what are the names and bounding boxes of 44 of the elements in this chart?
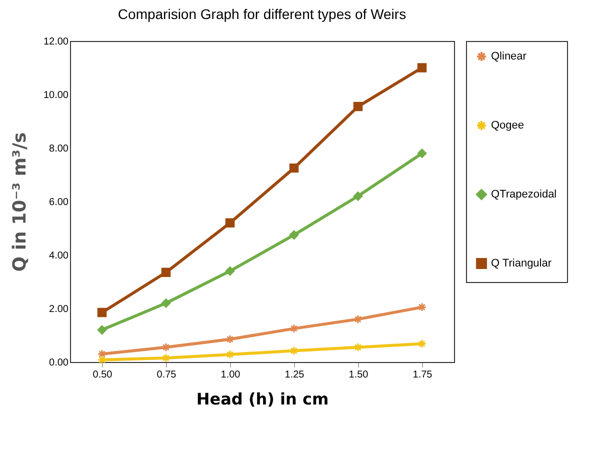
y-tick-label: 12.00	[43, 36, 69, 48]
point	[161, 268, 171, 278]
y-tick-label: 10.00	[43, 90, 69, 101]
x-tick-label: 1.75	[412, 370, 433, 380]
point	[225, 266, 235, 276]
x-tick-label: 1.25	[284, 370, 305, 380]
y-tick-label: 8.00	[49, 144, 69, 154]
point	[289, 163, 299, 173]
legend-label: Qogee	[491, 120, 524, 132]
x-tick-label: 0.50	[92, 370, 113, 380]
point	[225, 350, 235, 360]
chart-title: Comparision Graph for different types of Weirs	[118, 6, 406, 22]
point	[161, 342, 171, 352]
point	[417, 148, 427, 158]
x-axis-title: Head (h) in cm	[196, 390, 329, 408]
point	[353, 314, 363, 324]
y-tick-label: 6.00	[49, 197, 69, 208]
point	[225, 218, 235, 228]
point	[97, 349, 107, 359]
point	[97, 355, 107, 364]
point	[353, 342, 363, 352]
point	[417, 302, 427, 312]
point	[289, 346, 299, 356]
x-tick-label: 1.00	[220, 370, 241, 380]
x-tick-label: 1.50	[348, 370, 369, 380]
legend-label: QTrapezoidal	[491, 188, 557, 200]
point	[417, 339, 427, 348]
point	[97, 325, 107, 335]
point	[353, 102, 363, 112]
point	[161, 353, 171, 363]
x-tick-label: 0.75	[156, 370, 177, 380]
y-tick-label: 2.00	[49, 304, 69, 315]
point	[161, 298, 171, 308]
legend-label: Qlinear	[491, 50, 527, 62]
point	[225, 334, 235, 344]
point	[97, 308, 107, 318]
y-tick-label: 0.00	[49, 358, 69, 368]
point	[289, 324, 299, 334]
y-tick-label: 4.00	[49, 250, 69, 262]
point	[353, 192, 363, 201]
point	[417, 63, 427, 72]
legend-label: Q Triangular	[491, 258, 552, 270]
y-axis-title: Q in 10⁻³ m³/s	[9, 132, 30, 272]
point	[289, 230, 299, 240]
